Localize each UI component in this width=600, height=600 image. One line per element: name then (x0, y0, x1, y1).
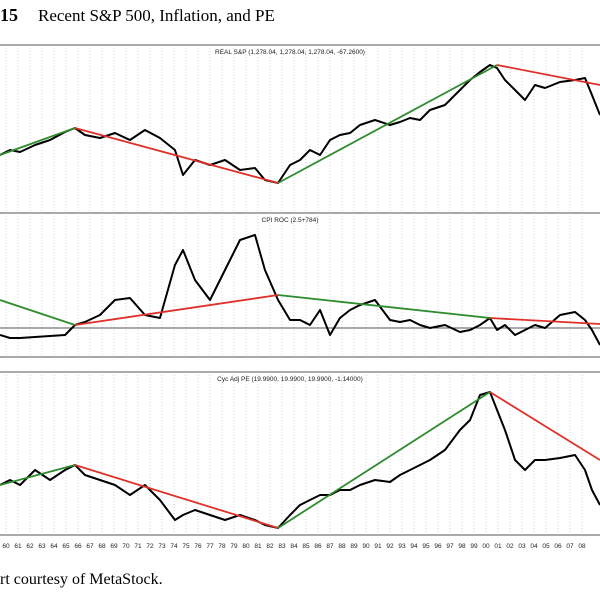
data-line (496, 64, 600, 86)
x-tick-label: 83 (278, 543, 286, 550)
x-tick-label: 62 (26, 543, 34, 550)
x-tick-label: 01 (494, 543, 502, 550)
data-line (277, 64, 498, 184)
data-line (74, 127, 279, 184)
x-tick-label: 85 (302, 543, 310, 550)
x-tick-label: 61 (14, 543, 22, 550)
x-tick-label: 77 (206, 543, 214, 550)
x-tick-label: 69 (110, 543, 118, 550)
x-tick-label: 99 (470, 543, 478, 550)
x-tick-label: 80 (242, 543, 250, 550)
x-tick-label: 94 (410, 543, 418, 550)
panel-title: CPI ROC (2.5+784) (262, 217, 319, 224)
x-tick-label: 72 (146, 543, 154, 550)
x-tick-label: 02 (506, 543, 514, 550)
x-tick-label: 78 (218, 543, 226, 550)
x-tick-label: 75 (182, 543, 190, 550)
data-line (74, 464, 279, 529)
x-tick-label: 76 (194, 543, 202, 550)
x-tick-label: 97 (446, 543, 454, 550)
data-line (277, 294, 491, 319)
x-tick-label: 82 (266, 543, 274, 550)
x-tick-label: 95 (422, 543, 430, 550)
data-line (0, 127, 76, 156)
x-tick-label: 89 (350, 543, 358, 550)
data-line (0, 299, 76, 326)
x-tick-label: 08 (578, 543, 586, 550)
x-tick-label: 60 (2, 543, 10, 550)
x-tick-label: 74 (170, 543, 178, 550)
x-tick-label: 90 (362, 543, 370, 550)
x-tick-label: 04 (530, 543, 538, 550)
x-tick-label: 81 (254, 543, 262, 550)
x-tick-label: 05 (542, 543, 550, 550)
x-tick-label: 92 (386, 543, 394, 550)
x-tick-label: 87 (326, 543, 334, 550)
x-tick-label: 84 (290, 543, 298, 550)
x-tick-label: 63 (38, 543, 46, 550)
data-line (489, 317, 600, 325)
x-tick-label: 93 (398, 543, 406, 550)
x-tick-label: 88 (338, 543, 346, 550)
x-tick-label: 79 (230, 543, 238, 550)
x-tick-label: 98 (458, 543, 466, 550)
data-line (0, 391, 600, 529)
panel-title: REAL S&P (1,278.04, 1,278.04, 1,278.04, … (215, 49, 365, 56)
x-tick-label: 68 (98, 543, 106, 550)
data-line (489, 391, 600, 461)
x-tick-label: 64 (50, 543, 58, 550)
x-tick-label: 71 (134, 543, 142, 550)
figure-caption: rt courtesy of MetaStock. (0, 571, 163, 588)
x-tick-label: 96 (434, 543, 442, 550)
x-tick-label: 66 (74, 543, 82, 550)
x-tick-label: 73 (158, 543, 166, 550)
data-line (0, 234, 600, 346)
data-line (277, 391, 491, 529)
data-line (0, 64, 600, 184)
data-line (74, 294, 279, 326)
x-tick-label: 67 (86, 543, 94, 550)
x-tick-label: 65 (62, 543, 70, 550)
x-tick-label: 06 (554, 543, 562, 550)
figure-title: Recent S&P 500, Inflation, and PE (38, 6, 275, 25)
x-tick-label: 70 (122, 543, 130, 550)
x-tick-label: 03 (518, 543, 526, 550)
x-tick-label: 86 (314, 543, 322, 550)
x-tick-label: 91 (374, 543, 382, 550)
data-line (0, 464, 76, 486)
panel-title: Cyc Adj PE (19.9900, 19.9900, 19.9900, -… (217, 376, 363, 383)
x-tick-label: 00 (482, 543, 490, 550)
x-tick-label: 07 (566, 543, 574, 550)
figure-number: 15 (0, 5, 18, 25)
